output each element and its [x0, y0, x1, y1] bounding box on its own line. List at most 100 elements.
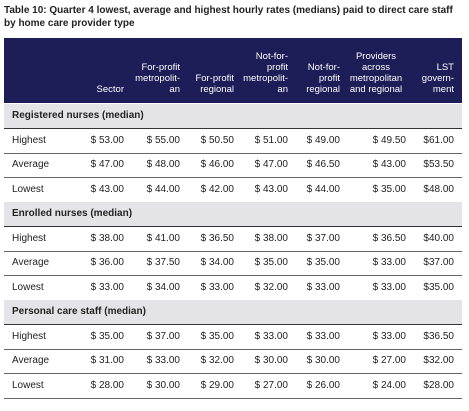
- column-header: For-profit metropolit-an: [130, 62, 180, 95]
- cell: $36.50: [423, 330, 454, 342]
- header-line: an: [169, 84, 180, 95]
- cell: $37.00: [423, 257, 454, 268]
- cell: $ 42.00: [200, 183, 234, 195]
- cell: $61.00: [423, 134, 454, 146]
- cell: $ 33.00: [90, 281, 124, 293]
- column-header: For-profit regional: [186, 73, 234, 95]
- cell: $ 29.00: [200, 379, 234, 391]
- header-line: LST: [436, 62, 454, 73]
- section-header: Registered nurses (median): [4, 104, 462, 129]
- cell: $ 43.00: [90, 183, 124, 195]
- cell: $ 24.00: [372, 379, 406, 391]
- section-header: Enrolled nurses (median): [4, 202, 462, 227]
- column-header: Providers across metropolitan and regional: [346, 51, 406, 95]
- table-row: Average $ 47.00 $ 48.00 $ 46.00 $ 47.00 $ 46.…: [4, 153, 462, 178]
- header-line: an: [277, 84, 288, 95]
- row-label: Lowest: [12, 183, 44, 195]
- cell: $ 26.00: [306, 379, 340, 391]
- row-label: Highest: [12, 134, 46, 146]
- cell: $28.00: [423, 379, 454, 391]
- header-line: regional: [200, 84, 234, 95]
- cell: $ 38.00: [254, 232, 288, 244]
- section-label: Enrolled nurses (median): [12, 208, 133, 219]
- cell: $ 37.00: [146, 330, 180, 342]
- cell: $ 33.00: [200, 281, 234, 293]
- cell: $ 27.00: [254, 379, 288, 391]
- cell: $ 35.00: [254, 257, 288, 268]
- table-header: Sector For-profit metropolit-an For-profit r…: [4, 38, 462, 103]
- cell: $ 30.00: [306, 355, 340, 366]
- row-label: Lowest: [12, 281, 44, 293]
- header-line: and regional: [349, 84, 403, 95]
- cell: $ 47.00: [254, 159, 288, 170]
- cell: $ 43.00: [372, 159, 406, 170]
- cell: $ 35.00: [200, 330, 234, 342]
- cell: $ 36.50: [372, 232, 406, 244]
- table-row: Lowest $ 33.00 $ 34.00 $ 33.00 $ 32.00 $ 33.0…: [4, 276, 462, 301]
- title: by home care provider type: [4, 18, 135, 29]
- row-label: Highest: [12, 232, 46, 244]
- cell: $ 33.00: [372, 330, 406, 342]
- cell: $ 46.00: [200, 159, 234, 170]
- row-label: Lowest: [12, 379, 44, 391]
- cell: $ 32.00: [200, 355, 234, 366]
- cell: $ 33.00: [146, 355, 180, 366]
- column-header: Sector: [75, 84, 124, 95]
- header-line: Sector: [96, 84, 124, 95]
- cell: $ 31.00: [90, 355, 124, 366]
- cell: $ 27.00: [372, 355, 406, 366]
- cell: $ 34.00: [146, 281, 180, 293]
- cell: $ 37.00: [306, 232, 340, 244]
- cell: $ 49.00: [306, 134, 340, 146]
- cell: $48.00: [423, 183, 454, 195]
- row-label: Average: [12, 159, 50, 170]
- cell: $ 46.50: [306, 159, 340, 170]
- cell: $ 33.00: [372, 257, 406, 268]
- table-row: Lowest $ 28.00 $ 30.00 $ 29.00 $ 27.00 $ 26.0…: [4, 374, 462, 399]
- cell: $ 53.00: [90, 134, 124, 146]
- cell: $ 51.00: [254, 134, 288, 146]
- column-header: Not-for-profit metropolit-an: [240, 51, 288, 95]
- title: Table 10: Quarter 4 lowest, average and …: [4, 5, 453, 16]
- cell: $ 35.00: [306, 257, 340, 268]
- cell: $ 37.50: [146, 257, 180, 268]
- cell: $ 35.00: [372, 183, 406, 195]
- table-row: Average $ 31.00 $ 33.00 $ 32.00 $ 30.00 $ 30.…: [4, 349, 462, 374]
- table-row: Average $ 36.00 $ 37.50 $ 34.00 $ 35.00 $ 35.…: [4, 251, 462, 276]
- header-line: Not-for-: [255, 51, 288, 62]
- cell: $ 44.00: [306, 183, 340, 195]
- section-label: Registered nurses (median): [12, 110, 144, 121]
- section-header: Personal care staff (median): [4, 300, 462, 325]
- header-line: govern-: [421, 73, 454, 84]
- header-line: profit: [318, 73, 340, 84]
- section-label: Personal care staff (median): [12, 306, 146, 317]
- row-label: Average: [12, 257, 50, 268]
- cell: $ 35.00: [90, 330, 124, 342]
- cell: $ 30.00: [146, 379, 180, 391]
- cell: $ 38.00: [90, 232, 124, 244]
- cell: $35.00: [423, 281, 454, 293]
- cell: $ 33.00: [306, 281, 340, 293]
- cell: $ 41.00: [146, 232, 180, 244]
- cell: $ 33.00: [372, 281, 406, 293]
- header-line: profit: [266, 62, 288, 73]
- row-label: Average: [12, 355, 50, 366]
- cell: $ 47.00: [90, 159, 124, 170]
- cell: $32.00: [423, 355, 454, 366]
- cell: $ 49.50: [372, 134, 406, 146]
- header-line: metropolit-: [243, 73, 288, 84]
- cell: $ 36.50: [200, 232, 234, 244]
- cell: $ 28.00: [90, 379, 124, 391]
- header-line: regional: [306, 84, 340, 95]
- header-line: metropolitan: [349, 73, 403, 84]
- cell: $ 36.00: [90, 257, 124, 268]
- cell: $ 30.00: [254, 355, 288, 366]
- cell: $ 33.00: [306, 330, 340, 342]
- header-line: metropolit-: [135, 73, 180, 84]
- cell: $ 44.00: [146, 183, 180, 195]
- cell: $ 34.00: [200, 257, 234, 268]
- header-line: For-profit: [195, 73, 234, 84]
- header-line: Not-for-: [307, 62, 340, 73]
- column-header: LST govern-ment: [412, 62, 454, 95]
